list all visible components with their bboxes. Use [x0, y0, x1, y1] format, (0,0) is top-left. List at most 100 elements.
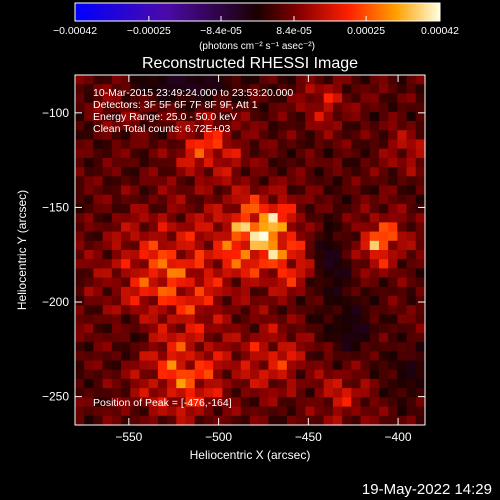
heatmap-cell — [259, 305, 270, 316]
heatmap-cell — [296, 167, 306, 177]
heatmap-cell — [305, 213, 316, 223]
heatmap-cell — [286, 167, 297, 177]
heatmap-cell — [342, 75, 352, 85]
heatmap-cell — [157, 130, 168, 141]
heatmap-cell — [84, 203, 95, 214]
heatmap-cell — [102, 240, 113, 251]
heatmap-cell — [360, 314, 371, 325]
heatmap-cell — [203, 240, 214, 251]
heatmap-cell — [342, 167, 352, 177]
heatmap-cell — [323, 277, 334, 288]
heatmap-cell — [415, 111, 426, 122]
heatmap-cell — [75, 415, 85, 426]
heatmap-cell — [332, 213, 343, 223]
heatmap-cell — [148, 397, 159, 408]
heatmap-cell — [286, 203, 297, 214]
heatmap-cell — [231, 176, 242, 187]
heatmap-cell — [388, 75, 398, 85]
heatmap-cell — [314, 332, 325, 343]
heatmap-cell — [93, 176, 104, 187]
heatmap-cell — [93, 213, 104, 223]
heatmap-cell — [369, 415, 380, 426]
heatmap-cell — [378, 323, 389, 334]
heatmap-cell — [139, 157, 150, 168]
heatmap-cell — [213, 296, 223, 306]
heatmap-cell — [259, 222, 270, 233]
heatmap-cell — [213, 286, 223, 297]
heatmap-cell — [213, 388, 223, 398]
heatmap-cell — [415, 296, 426, 306]
heatmap-cell — [130, 351, 141, 362]
heatmap-cell — [360, 415, 371, 426]
heatmap-cell — [148, 148, 159, 159]
heatmap-cell — [296, 314, 306, 325]
heatmap-cell — [415, 397, 426, 408]
heatmap-cell — [415, 323, 426, 334]
heatmap-cell — [323, 84, 334, 95]
heatmap-cell — [268, 250, 279, 260]
heatmap-cell — [406, 157, 417, 168]
heatmap-cell — [360, 84, 371, 95]
heatmap-cell — [286, 84, 297, 95]
heatmap-cell — [213, 111, 223, 122]
heatmap-cell — [75, 203, 85, 214]
heatmap-cell — [314, 378, 325, 389]
heatmap-cell — [314, 415, 325, 426]
heatmap-cell — [378, 102, 389, 113]
heatmap-cell — [250, 268, 260, 279]
heatmap-cell — [231, 296, 242, 306]
heatmap-cell — [351, 296, 362, 306]
heatmap-cell — [277, 259, 288, 270]
heatmap-cell — [111, 213, 122, 223]
heatmap-cell — [388, 351, 398, 362]
heatmap-cell — [323, 268, 334, 279]
heatmap-cell — [305, 194, 316, 205]
heatmap-cell — [139, 222, 150, 233]
heatmap-cell — [360, 305, 371, 316]
heatmap-cell — [378, 378, 389, 389]
heatmap-cell — [194, 259, 205, 270]
heatmap-cell — [203, 157, 214, 168]
heatmap-cell — [342, 388, 352, 398]
heatmap-cell — [222, 314, 233, 325]
heatmap-cell — [93, 185, 104, 196]
heatmap-cell — [314, 369, 325, 380]
heatmap-cell — [342, 286, 352, 297]
heatmap-cell — [121, 185, 131, 196]
x-tick-label: −550 — [115, 430, 142, 444]
heatmap-cell — [111, 360, 122, 371]
heatmap-cell — [176, 84, 187, 95]
heatmap-cell — [351, 369, 362, 380]
heatmap-cell — [194, 296, 205, 306]
heatmap-cell — [102, 75, 113, 85]
heatmap-cell — [406, 176, 417, 187]
heatmap-cell — [185, 222, 196, 233]
heatmap-cell — [305, 314, 316, 325]
heatmap-cell — [111, 157, 122, 168]
heatmap-cell — [213, 250, 223, 260]
heatmap-cell — [111, 222, 122, 233]
heatmap-cell — [314, 277, 325, 288]
heatmap-cell — [378, 121, 389, 131]
heatmap-cell — [360, 296, 371, 306]
heatmap-cell — [75, 75, 85, 85]
heatmap-cell — [176, 139, 187, 150]
heatmap-cell — [378, 286, 389, 297]
heatmap-cell — [360, 93, 371, 104]
heatmap-cell — [139, 397, 150, 408]
heatmap-cell — [277, 268, 288, 279]
heatmap-cell — [203, 369, 214, 380]
heatmap-cell — [360, 388, 371, 398]
heatmap-cell — [130, 75, 141, 85]
heatmap-cell — [268, 378, 279, 389]
heatmap-cell — [277, 314, 288, 325]
heatmap-cell — [93, 130, 104, 141]
heatmap-cell — [213, 240, 223, 251]
heatmap-cell — [167, 369, 177, 380]
heatmap-cell — [388, 332, 398, 343]
heatmap-cell — [148, 250, 159, 260]
heatmap-cell — [397, 194, 408, 205]
heatmap-cell — [240, 277, 251, 288]
heatmap-cell — [305, 185, 316, 196]
heatmap-cell — [360, 268, 371, 279]
